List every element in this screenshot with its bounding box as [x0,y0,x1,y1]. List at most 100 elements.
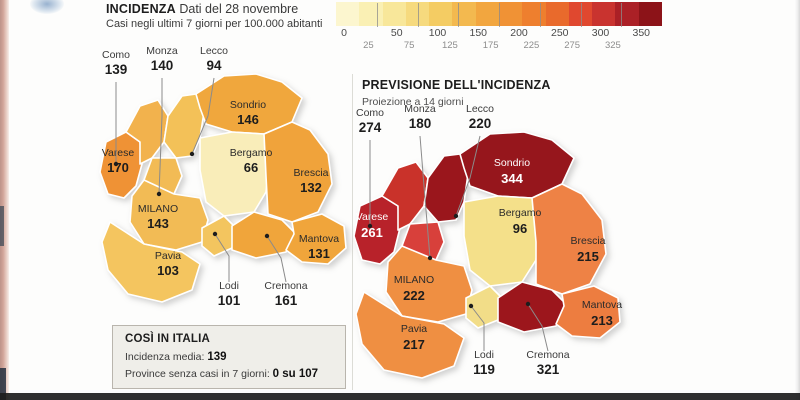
province-value-brescia-right: 215 [577,249,599,264]
legend-swatch-8 [522,2,546,26]
legend-tickline-150 [458,3,460,27]
province-label-varese-left: Varese [102,147,135,159]
province-label-sondrio-left: Sondrio [230,99,266,111]
legend-swatch-1 [359,2,383,26]
scan-edge-left [0,0,9,400]
legend-ticks-lower: 25 75 125 175 225 275 325 [336,40,662,52]
callout-leader-lecco-right [455,135,481,217]
province-value-varese-right: 261 [361,225,383,240]
map-incidenza-attuale: Sondrio 146 Bergamo 66 Brescia 132 MILANO 143 Pa… [96,45,348,316]
province-value-milano-left: 143 [147,216,169,231]
legend-tickline-250 [539,3,541,27]
legend-swatch-4 [429,2,453,26]
italy-summary-box: COSÌ IN ITALIA Incidenza media: 139 Prov… [112,325,346,389]
callout-label-lecco-left: Lecco [200,45,228,57]
callout-label-cremona-left: Cremona [264,280,307,292]
map-shapes-left [99,73,347,303]
legend-tick-lower-175: 175 [482,40,499,51]
callout-leader-lecco-left [191,77,215,155]
callout-dot-como-right [367,223,373,229]
header-date-note: Dati del 28 novembre [179,2,299,16]
callout-label-como-right: Como [356,107,384,119]
legend-swatch-9 [545,2,569,26]
callout-leader-monza-left [158,78,163,195]
legend-tick-upper-0: 0 [341,27,347,39]
province-value-sondrio-left: 146 [237,112,259,127]
province-label-milano-left: MILANO [138,203,178,215]
legend-tickline-300 [580,3,582,27]
scan-edge-artifact-lower [0,368,6,400]
callout-dot-lodi-left [212,231,218,237]
legend-ticks-upper: 0 50 100 150 200 250 300 350 [336,3,662,40]
callout-value-monza-left: 140 [151,58,174,73]
province-value-varese-left: 170 [107,160,129,175]
italy-box-row-zerocase: Province senza casi in 7 giorni: 0 su 10… [125,368,318,380]
province-value-pavia-left: 103 [157,263,179,278]
panel-divider [352,74,353,390]
italy-box-row-average: Incidenza media: 139 [125,351,227,363]
legend-swatch-7 [498,2,523,26]
province-label-pavia-right: Pavia [401,323,427,335]
province-value-milano-right: 222 [403,288,425,303]
callout-dot-lodi-right [468,303,474,309]
callout-dot-monza-right [427,255,433,261]
province-shape-brescia[interactable] [531,183,607,295]
province-label-mantova-left: Mantova [299,233,339,245]
province-shape-pavia[interactable] [101,221,201,303]
callout-label-como-left: Como [102,49,130,61]
callout-value-como-left: 139 [105,62,128,77]
province-shape-bergamo[interactable] [199,131,271,217]
legend-swatch-11 [592,2,616,26]
province-value-brescia-left: 132 [300,180,322,195]
callout-value-como-right: 274 [359,120,382,135]
province-shape-mantova[interactable] [555,285,621,339]
scan-edge-artifact-upper [0,206,4,246]
legend-swatch-13 [638,2,662,26]
scan-edge-right [795,0,800,400]
callout-dot-lecco-right [453,213,459,219]
legend-tickline-350 [621,3,623,27]
province-shape-brescia[interactable] [263,121,333,223]
province-shape-milano[interactable] [385,245,473,323]
province-shape-lecco[interactable] [423,153,469,223]
province-label-bergamo-right: Bergamo [499,207,542,219]
color-legend: 0 50 100 150 200 250 300 350 25 75 125 175 225 275 32… [336,2,662,52]
callout-label-lodi-left: Lodi [219,280,239,292]
province-label-mantova-right: Mantova [582,299,622,311]
callout-value-lodi-left: 101 [218,293,241,308]
italy-average-label: Incidenza media: [125,351,205,363]
legend-tick-upper-250: 250 [550,27,569,39]
province-label-varese-right: Varese [356,211,389,223]
italy-zerocase-value: 0 su 107 [272,368,319,380]
province-label-sondrio-right: Sondrio [494,157,530,169]
callout-label-lodi-right: Lodi [474,349,494,361]
legend-tick-lower-125: 125 [441,40,458,51]
callout-dot-lecco-left [189,151,195,157]
province-shape-milano[interactable] [129,179,209,251]
page-title: INCIDENZA [106,2,176,16]
callout-leader-lodi-left [214,233,230,282]
legend-swatches [336,2,662,26]
forecast-title: PREVISIONE DELL'INCIDENZA [362,78,551,92]
callout-label-lecco-right: Lecco [466,103,494,115]
callout-dot-cremona-right [525,301,531,307]
province-value-bergamo-right: 96 [513,221,527,236]
legend-swatch-5 [452,2,476,26]
callout-leader-lodi-right [470,305,485,351]
callout-value-lecco-right: 220 [469,116,492,131]
province-shape-pavia[interactable] [355,291,465,379]
province-shape-mantova[interactable] [285,213,347,265]
scan-edge-bottom [0,393,800,400]
province-shape-bergamo[interactable] [463,195,541,287]
header: INCIDENZA Dati del 28 novembre Casi negl… [106,2,346,32]
callout-label-monza-right: Monza [404,103,436,115]
legend-tick-lower-75: 75 [403,40,415,51]
header-subtitle: Casi negli ultimi 7 giorni per 100.000 a… [106,18,323,30]
legend-tickline-50 [376,3,378,27]
legend-tickline-100 [417,3,419,27]
legend-tick-lower-225: 225 [523,40,540,51]
callout-leader-monza-right [419,135,431,259]
